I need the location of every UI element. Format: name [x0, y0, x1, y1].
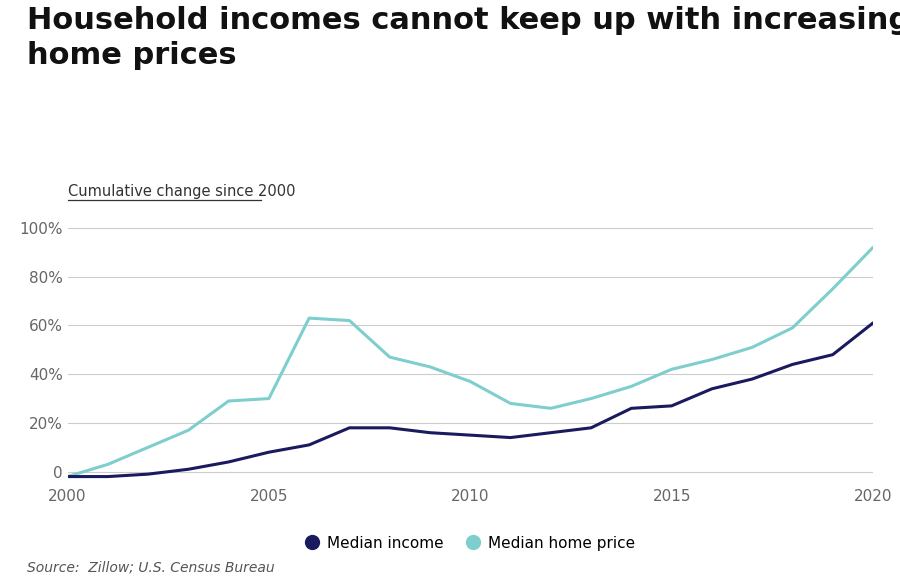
- Legend: Median income, Median home price: Median income, Median home price: [300, 529, 641, 557]
- Text: Household incomes cannot keep up with increasing
home prices: Household incomes cannot keep up with in…: [27, 6, 900, 69]
- Text: Cumulative change since 2000: Cumulative change since 2000: [68, 184, 295, 199]
- Text: Source:  Zillow; U.S. Census Bureau: Source: Zillow; U.S. Census Bureau: [27, 560, 274, 574]
